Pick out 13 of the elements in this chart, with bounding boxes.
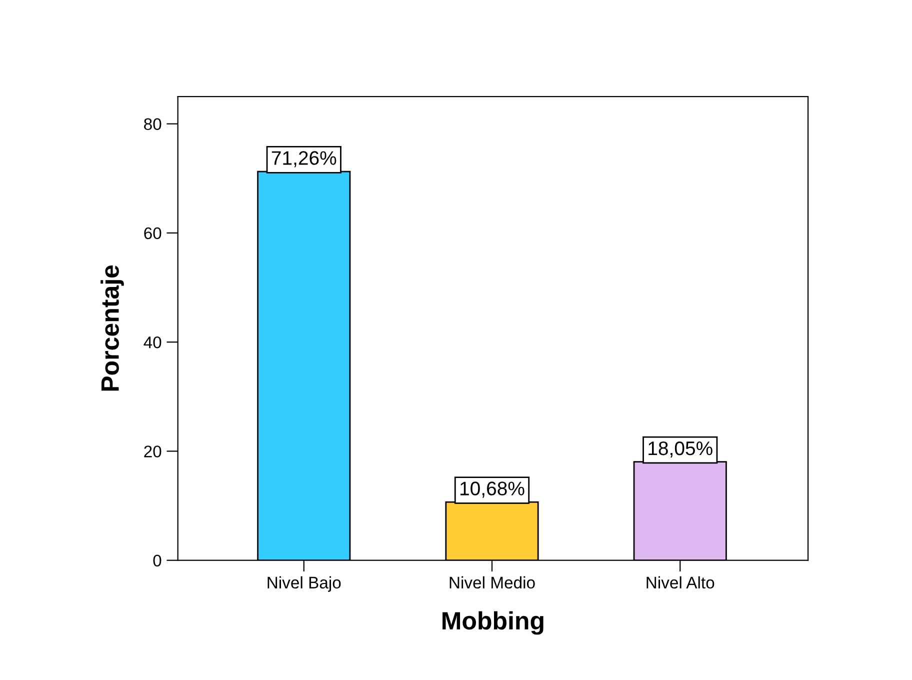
y-tick-label: 40 bbox=[144, 336, 162, 348]
y-tick-label: 0 bbox=[153, 554, 162, 567]
y-axis-title: Porcentaje bbox=[100, 265, 124, 391]
data-label: 71,26% bbox=[272, 151, 336, 168]
data-label: 10,68% bbox=[460, 482, 524, 498]
y-tick-label: 60 bbox=[144, 227, 162, 240]
y-tick-label: 20 bbox=[144, 446, 162, 458]
x-tick-label: Nivel Alto bbox=[646, 576, 714, 589]
x-axis-title: Mobbing bbox=[442, 611, 544, 635]
data-label: 18,05% bbox=[648, 441, 712, 458]
y-tick-label: 80 bbox=[144, 118, 162, 130]
x-tick-label: Nivel Medio bbox=[450, 576, 535, 589]
x-tick-label: Nivel Bajo bbox=[268, 576, 341, 592]
